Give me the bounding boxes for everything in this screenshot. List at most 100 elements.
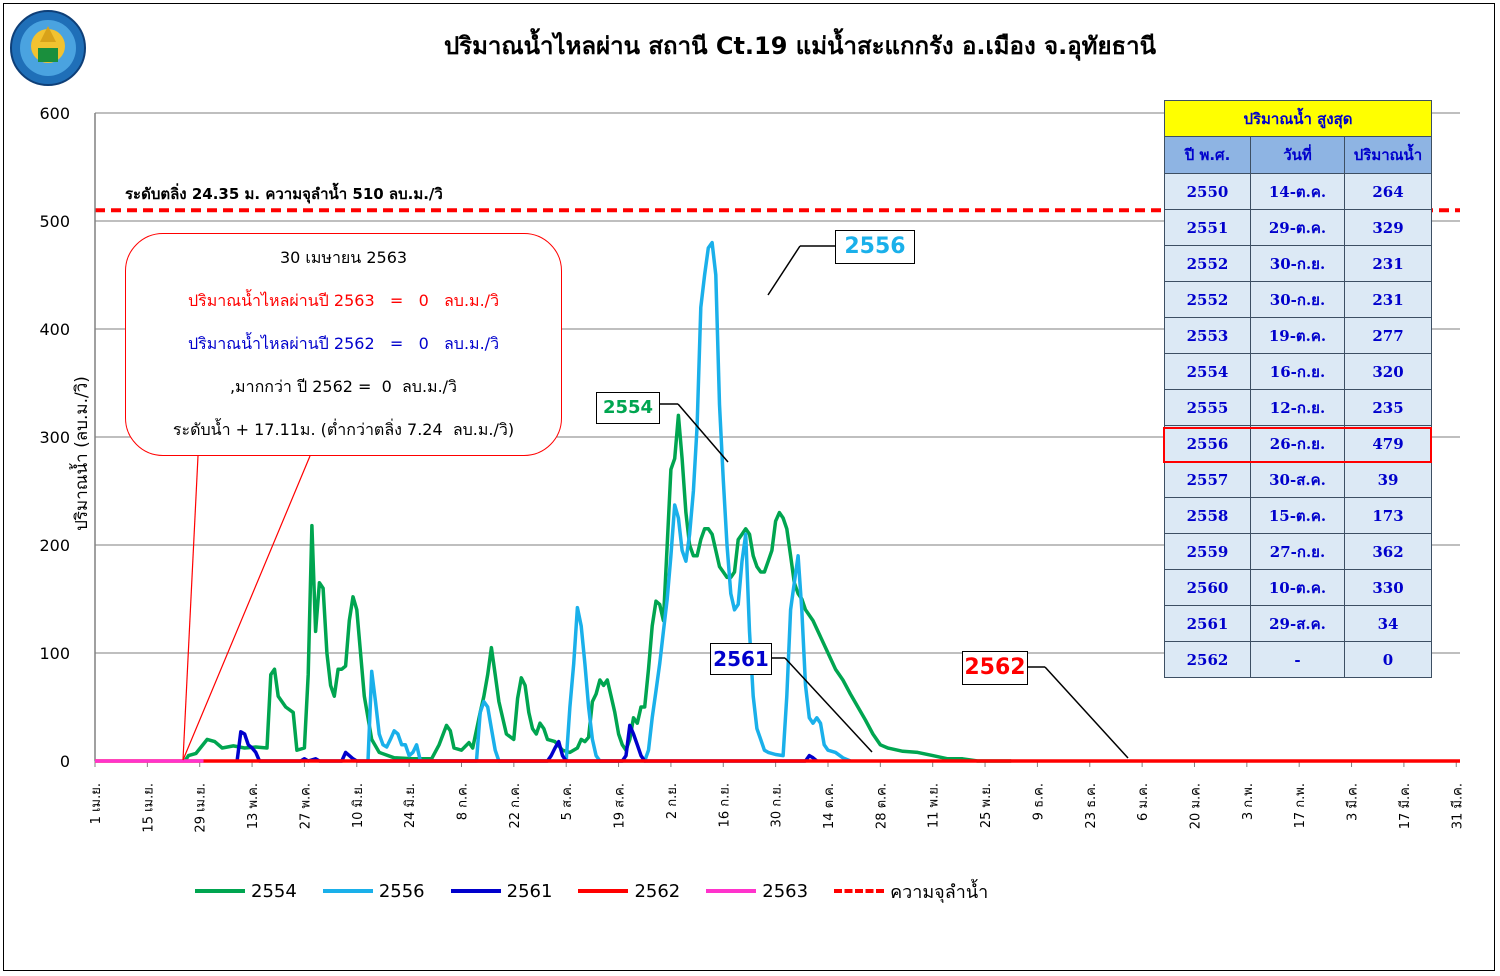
series-line-2554 xyxy=(183,413,1012,763)
table-cell-year: 2552 xyxy=(1164,245,1251,282)
table-row: 2559 27-ก.ย. 362 xyxy=(1164,533,1432,570)
chart-frame xyxy=(3,3,1495,971)
x-tick-label: 15 เม.ย. xyxy=(141,783,156,833)
callout-date: 30 เมษายน 2563 xyxy=(279,248,408,267)
x-tick-label: 23 ธ.ค. xyxy=(1084,783,1099,829)
x-tick-label: 11 พ.ย. xyxy=(927,783,942,828)
table-row: 2552 30-ก.ย. 231 xyxy=(1164,281,1432,318)
x-tick-label: 10 มิ.ย. xyxy=(351,783,366,828)
x-tick-label: 8 ก.ค. xyxy=(455,783,470,820)
legend-swatch xyxy=(706,889,757,893)
table-cell-year: 2558 xyxy=(1164,497,1251,534)
callout-pointer xyxy=(182,455,311,761)
x-tick-label: 30 ก.ย. xyxy=(770,783,785,827)
legend-label: 2563 xyxy=(762,880,809,902)
leader-2561 xyxy=(784,657,873,753)
table-cell-date: 26-ก.ย. xyxy=(1250,425,1345,462)
x-tick-label: 6 ม.ค. xyxy=(1136,783,1151,821)
table-cell-date: 14-ต.ค. xyxy=(1250,173,1345,210)
table-cell-flow: 0 xyxy=(1344,641,1432,678)
table-cell-year: 2562 xyxy=(1164,641,1251,678)
leader-2562 xyxy=(1044,666,1129,759)
leader-2556 xyxy=(767,245,801,296)
y-tick-label: 600 xyxy=(39,104,70,123)
y-tick-label: 0 xyxy=(60,752,70,771)
x-tick-label: 17 มี.ค. xyxy=(1397,783,1413,829)
x-tick-label: 13 พ.ค. xyxy=(246,783,261,829)
table-cell-flow: 277 xyxy=(1344,317,1432,354)
tag-2561: 2561 xyxy=(710,643,772,675)
x-tick-label: 31 มี.ค. xyxy=(1449,783,1465,829)
table-cell-date: 19-ต.ค. xyxy=(1250,317,1345,354)
table-cell-flow: 264 xyxy=(1344,173,1432,210)
table-header-year: ปี พ.ศ. xyxy=(1164,136,1251,174)
legend-label: 2561 xyxy=(506,880,553,902)
table-cell-date: 10-ต.ค. xyxy=(1250,569,1345,606)
table-cell-flow: 329 xyxy=(1344,209,1432,246)
table-cell-year: 2560 xyxy=(1164,569,1251,606)
peak-flow-table: ปริมาณน้ำ สูงสุด ปี พ.ศ. วันที่ ปริมาณน้… xyxy=(1164,100,1432,678)
table-cell-date: - xyxy=(1250,641,1345,678)
table-title: ปริมาณน้ำ สูงสุด xyxy=(1164,100,1432,137)
x-tick-label: 24 มิ.ย. xyxy=(403,783,418,828)
tag-2554: 2554 xyxy=(596,392,660,424)
x-tick-label: 3 ก.พ. xyxy=(1241,783,1256,820)
table-cell-year: 2551 xyxy=(1164,209,1251,246)
x-tick-label: 2 ก.ย. xyxy=(665,783,680,819)
table-row: 2561 29-ส.ค. 34 xyxy=(1164,605,1432,642)
table-cell-date: 15-ต.ค. xyxy=(1250,497,1345,534)
leader-2554 xyxy=(677,403,729,463)
table-cell-flow: 362 xyxy=(1344,533,1432,570)
table-cell-year: 2553 xyxy=(1164,317,1251,354)
x-tick-label: 16 ก.ย. xyxy=(717,783,732,827)
table-header-date: วันที่ xyxy=(1250,136,1345,174)
x-tick-label: 22 ก.ค. xyxy=(508,783,523,829)
table-row: 2558 15-ต.ค. 173 xyxy=(1164,497,1432,534)
legend-swatch xyxy=(450,889,501,893)
table-cell-flow: 231 xyxy=(1344,245,1432,282)
table-cell-flow: 231 xyxy=(1344,281,1432,318)
table-cell-year: 2550 xyxy=(1164,173,1251,210)
capacity-label: ระดับตลิ่ง 24.35 ม. ความจุลำน้ำ 510 ลบ.ม… xyxy=(125,185,443,203)
y-tick-label: 200 xyxy=(39,536,70,555)
y-tick-label: 100 xyxy=(39,644,70,663)
x-tick-label: 27 พ.ค. xyxy=(298,783,313,829)
y-tick-label: 500 xyxy=(39,212,70,231)
legend: 2554 2556 2561 2562 2563 ความจุลำน้ำ xyxy=(195,876,1014,906)
table-cell-flow: 235 xyxy=(1344,389,1432,426)
legend-label: 2562 xyxy=(634,880,681,902)
department-logo xyxy=(10,10,86,86)
x-tick-label: 29 เม.ย. xyxy=(194,783,209,833)
x-tick-label: 9 ธ.ค. xyxy=(1031,783,1046,820)
x-tick-label: 3 มี.ค. xyxy=(1345,783,1361,821)
table-cell-flow: 173 xyxy=(1344,497,1432,534)
callout-compare: ,มากกว่า ปี 2562 = 0 ลบ.ม./วิ xyxy=(229,377,458,396)
legend-swatch xyxy=(578,889,629,893)
series-lines xyxy=(95,240,1460,763)
table-cell-flow: 39 xyxy=(1344,461,1432,498)
legend-item-5: ความจุลำน้ำ xyxy=(834,876,988,906)
legend-label: ความจุลำน้ำ xyxy=(890,881,989,903)
legend-swatch xyxy=(834,889,885,893)
legend-item-4: 2563 xyxy=(706,876,808,906)
callout-pointer xyxy=(182,455,199,761)
legend-swatch xyxy=(322,889,373,893)
legend-item-1: 2556 xyxy=(322,876,425,906)
table-row: 2554 16-ก.ย. 320 xyxy=(1164,353,1432,390)
callout-line-2562: ปริมาณน้ำไหลผ่านปี 2562 = 0 ลบ.ม./วิ xyxy=(187,334,500,353)
table-row: 2553 19-ต.ค. 277 xyxy=(1164,317,1432,354)
table-cell-date: 16-ก.ย. xyxy=(1250,353,1345,390)
table-cell-flow: 34 xyxy=(1344,605,1432,642)
table-cell-year: 2557 xyxy=(1164,461,1251,498)
table-row: 2557 30-ส.ค. 39 xyxy=(1164,461,1432,498)
table-row: 2560 10-ต.ค. 330 xyxy=(1164,569,1432,606)
x-tick-label: 14 ต.ค. xyxy=(822,783,837,829)
table-row: 2555 12-ก.ย. 235 xyxy=(1164,389,1432,426)
series-line-2561 xyxy=(235,723,818,763)
x-tick-label: 25 พ.ย. xyxy=(979,783,994,828)
tag-2556: 2556 xyxy=(835,230,915,264)
x-tick-label: 20 ม.ค. xyxy=(1188,783,1203,829)
callout-line-2563: ปริมาณน้ำไหลผ่านปี 2563 = 0 ลบ.ม./วิ xyxy=(187,291,500,310)
y-tick-label: 300 xyxy=(39,428,70,447)
x-tick-label: 1 เม.ย. xyxy=(89,783,104,824)
